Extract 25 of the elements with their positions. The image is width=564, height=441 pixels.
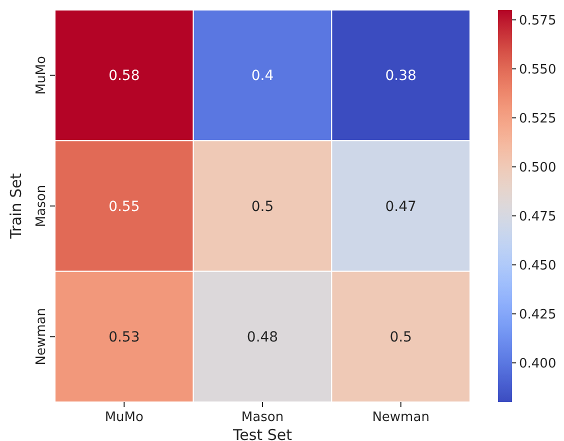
y-tick-label: Newman bbox=[34, 308, 49, 366]
data-label: 0.53 bbox=[108, 330, 140, 346]
color-bar-label: 0.550 bbox=[519, 62, 556, 78]
y-tick-label: MuMo bbox=[34, 56, 49, 95]
data-label: 0.58 bbox=[108, 68, 140, 84]
color-bar-label: 0.400 bbox=[519, 356, 556, 372]
x-axis-title: Test Set bbox=[232, 426, 292, 441]
color-bar-label: 0.525 bbox=[519, 111, 556, 126]
data-label: 0.5 bbox=[251, 198, 274, 215]
x-tick-label: Newman bbox=[372, 410, 430, 425]
color-bar-label: 0.450 bbox=[519, 258, 556, 274]
data-label: 0.47 bbox=[385, 198, 416, 215]
data-label: 0.5 bbox=[390, 330, 412, 346]
color-bar-label: 0.425 bbox=[519, 307, 556, 322]
y-tick-label: Mason bbox=[34, 184, 49, 228]
color-bar-label: 0.475 bbox=[519, 209, 556, 224]
data-label: 0.38 bbox=[385, 68, 416, 84]
y-axis-title: Train Set bbox=[7, 173, 25, 240]
x-tick-label: Mason bbox=[241, 410, 284, 425]
data-label: 0.4 bbox=[251, 68, 274, 84]
data-label: 0.48 bbox=[246, 330, 278, 346]
x-tick-label: MuMo bbox=[104, 410, 144, 425]
color-bar-label: 0.500 bbox=[519, 160, 556, 176]
data-label: 0.55 bbox=[108, 198, 140, 215]
color-bar-label: 0.575 bbox=[519, 13, 556, 28]
